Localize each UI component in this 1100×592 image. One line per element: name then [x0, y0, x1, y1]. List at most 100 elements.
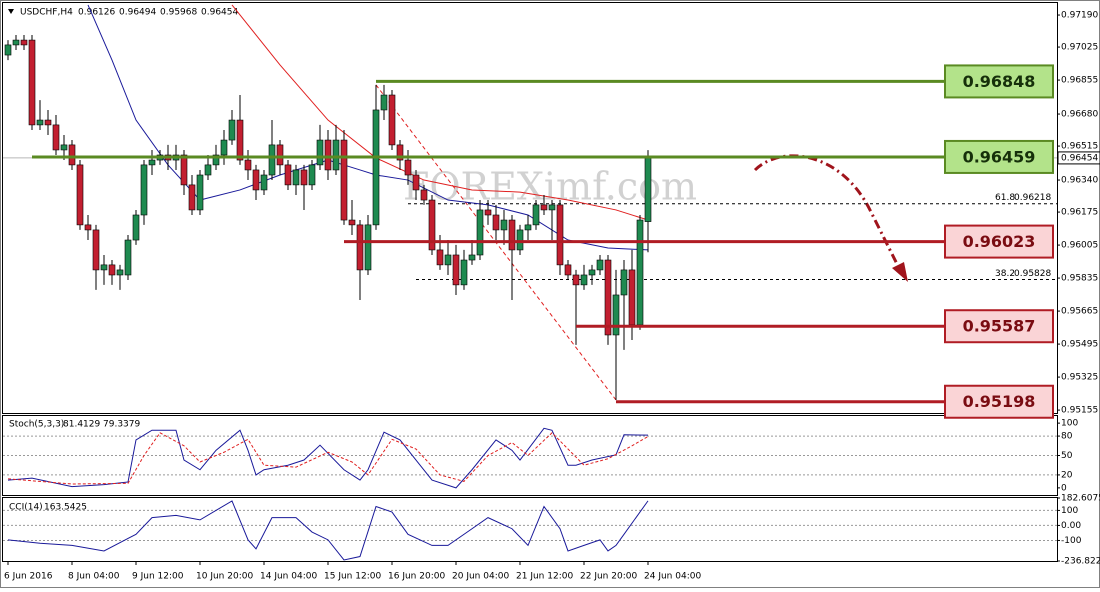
ohlc-close: 0.96454 [201, 8, 238, 18]
candle-body [484, 209, 492, 216]
x-tick-label: 8 Jun 04:00 [68, 572, 120, 582]
candle-body [188, 184, 196, 211]
y-tick-label: 0.00 [1061, 521, 1081, 531]
candle-body [596, 259, 604, 271]
candle-body [276, 144, 284, 166]
series-line [87, 4, 649, 251]
candle-body [76, 164, 84, 226]
x-tick-label: 6 Jun 2016 [4, 572, 53, 582]
y-tick-label: 0.96175 [1061, 208, 1098, 218]
candle-body [20, 39, 28, 46]
candle-body [292, 169, 300, 186]
y-tick-label: 0.96515 [1061, 142, 1098, 152]
candle-body [612, 294, 620, 336]
candle-body [12, 39, 20, 46]
y-tick-label: 0.97190 [1061, 11, 1098, 21]
candle-body [580, 274, 588, 286]
candle-body [4, 44, 12, 56]
candle-body [36, 119, 44, 126]
level-label: 0.96848 [963, 72, 1036, 91]
candle-body [404, 159, 412, 176]
y-tick-label: 0 [1061, 483, 1067, 493]
ohlc-high: 0.96494 [119, 8, 156, 18]
level-label: 0.96459 [963, 147, 1036, 166]
y-tick-label: 100 [1061, 419, 1078, 429]
y-tick-label: 0.96005 [1061, 241, 1098, 251]
candle-body [428, 199, 436, 251]
y-tick-label: 0.96855 [1061, 76, 1098, 86]
candle-body [644, 157, 652, 222]
fib-ratio: 61.8 [995, 193, 1015, 203]
candle-body [132, 214, 140, 241]
series-line [7, 500, 649, 561]
candle-body [28, 39, 36, 126]
level-box [944, 384, 1054, 419]
x-tick-label: 14 Jun 04:00 [260, 572, 317, 582]
price-tag: 0.96454 [1061, 153, 1098, 163]
candle-body [348, 219, 356, 226]
candle-body [620, 269, 628, 296]
candle-body [532, 204, 540, 226]
candle-body [340, 139, 348, 221]
x-tick-label: 22 Jun 20:00 [580, 572, 637, 582]
candle-body [396, 144, 404, 161]
level-box [944, 309, 1054, 344]
candle-body [140, 164, 148, 216]
y-tick-label: 0.95835 [1061, 274, 1098, 284]
x-tick-label: 9 Jun 12:00 [132, 572, 184, 582]
arrow-head [892, 262, 908, 282]
candle-body [436, 249, 444, 266]
candle-body [492, 214, 500, 231]
y-tick-label: 0.95155 [1061, 406, 1098, 416]
candle-body [500, 219, 508, 231]
fib-ratio: 38.2 [995, 269, 1015, 279]
candle-body [524, 224, 532, 231]
candle-body [516, 229, 524, 251]
y-tick-label: -100 [1061, 536, 1082, 546]
candle-body [44, 119, 52, 126]
candle-body [572, 274, 580, 286]
candle-body [52, 124, 60, 151]
candle-body [300, 169, 308, 186]
candle-body [100, 264, 108, 271]
y-tick-label: -236.8222 [1061, 557, 1100, 567]
cci-title: CCI(14) [9, 503, 43, 513]
candle-body [636, 219, 644, 326]
candle-body [92, 229, 100, 271]
stoch-title: Stoch(5,3,3) [9, 420, 64, 430]
candle-body [244, 159, 252, 171]
y-tick-label: 0.95665 [1061, 307, 1098, 317]
x-tick-label: 24 Jun 04:00 [644, 572, 701, 582]
x-tick-label: 16 Jun 20:00 [388, 572, 445, 582]
candle-body [124, 239, 132, 276]
candle-body [260, 174, 268, 191]
series-line [7, 432, 649, 485]
candle-body [468, 254, 476, 261]
candle-body [364, 224, 372, 271]
series-line [231, 4, 649, 221]
candle-body [308, 164, 316, 186]
cci-panel [2, 497, 1058, 562]
y-tick-label: 0.97025 [1061, 43, 1098, 53]
candle-body [84, 224, 92, 231]
series-line [7, 427, 649, 489]
indicator-value: 81.4129 [63, 420, 100, 430]
x-tick-label: 21 Jun 12:00 [516, 572, 573, 582]
x-tick-label: 10 Jun 20:00 [196, 572, 253, 582]
candle-body [148, 159, 156, 166]
candle-body [476, 209, 484, 256]
level-box [944, 139, 1054, 174]
candle-body [540, 204, 548, 211]
level-label: 0.95587 [963, 317, 1036, 336]
level-box [944, 64, 1054, 99]
candle-body [180, 154, 188, 186]
y-tick-label: 50 [1061, 451, 1073, 461]
candle-body [380, 94, 388, 111]
y-tick-label: 0.96340 [1061, 176, 1098, 186]
candle-body [356, 224, 364, 271]
candle-body [220, 139, 228, 156]
indicator-value: 163.5425 [44, 503, 87, 513]
y-tick-label: 0.95325 [1061, 373, 1098, 383]
candle-body [284, 164, 292, 186]
